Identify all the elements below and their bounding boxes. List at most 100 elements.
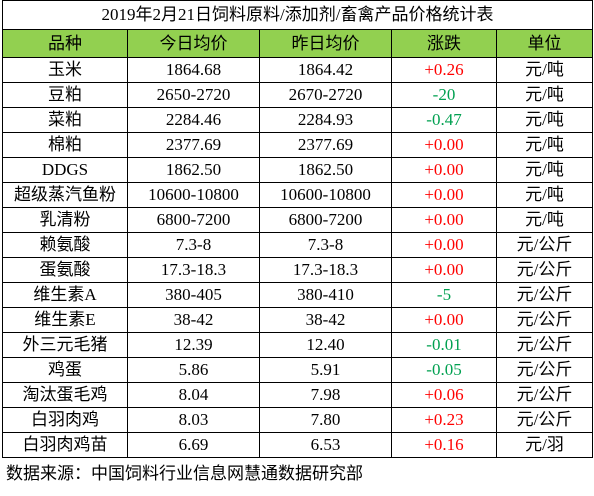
cell: 7.3-8 bbox=[127, 232, 260, 258]
cell: DDGS bbox=[2, 157, 128, 183]
cell: 1864.68 bbox=[127, 57, 260, 83]
cell: 鸡蛋 bbox=[2, 357, 128, 383]
data-row: 乳清粉 6800-7200 6800-7200 +0.00 元/吨 bbox=[2, 207, 594, 233]
cell: 5.91 bbox=[259, 357, 392, 383]
data-row: 白羽肉鸡苗 6.69 6.53 +0.16 元/羽 bbox=[2, 432, 594, 458]
cell: 7.98 bbox=[259, 382, 392, 408]
cell: 豆粕 bbox=[2, 82, 128, 108]
cell: +0.06 bbox=[391, 382, 497, 408]
cell: 10600-10800 bbox=[127, 182, 260, 208]
cell: 元/公斤 bbox=[495, 382, 594, 408]
cell: 12.40 bbox=[259, 332, 392, 358]
cell: 6.69 bbox=[127, 432, 260, 458]
cell: 8.04 bbox=[127, 382, 260, 408]
cell: +0.00 bbox=[391, 132, 497, 158]
cell: 元/吨 bbox=[495, 182, 594, 208]
data-row: 菜粕 2284.46 2284.93 -0.47 元/吨 bbox=[2, 107, 594, 133]
cell: 菜粕 bbox=[2, 107, 128, 133]
data-row: 鸡蛋 5.86 5.91 -0.05 元/公斤 bbox=[2, 357, 594, 383]
cell: 元/吨 bbox=[495, 207, 594, 233]
cell: 维生素A bbox=[2, 282, 128, 308]
data-row: 玉米 1864.68 1864.42 +0.26 元/吨 bbox=[2, 57, 594, 83]
cell: 38-42 bbox=[259, 307, 392, 333]
cell: 维生素E bbox=[2, 307, 128, 333]
cell: 8.03 bbox=[127, 407, 260, 433]
cell: 2284.93 bbox=[259, 107, 392, 133]
cell: 元/吨 bbox=[495, 57, 594, 83]
cell: 2670-2720 bbox=[259, 82, 392, 108]
table-body: 2019年2月21日饲料原料/添加剂/畜禽产品价格统计表 品种 今日均价 昨日均价涨… bbox=[1, 0, 594, 458]
cell: +0.00 bbox=[391, 257, 497, 283]
header-cell: 涨跌 bbox=[391, 29, 497, 58]
cell: 外三元毛猪 bbox=[2, 332, 128, 358]
cell: -0.01 bbox=[391, 332, 497, 358]
cell: 元/公斤 bbox=[495, 257, 594, 283]
source-note: 数据来源：中国饲料行业信息网慧通数据研究部 bbox=[6, 464, 363, 483]
cell: 元/公斤 bbox=[495, 332, 594, 358]
cell: 超级蒸汽鱼粉 bbox=[2, 182, 128, 208]
cell: 7.80 bbox=[259, 407, 392, 433]
cell: 白羽肉鸡 bbox=[2, 407, 128, 433]
cell: 6800-7200 bbox=[127, 207, 260, 233]
cell: 元/公斤 bbox=[495, 232, 594, 258]
cell: 1862.50 bbox=[127, 157, 260, 183]
cell: 2284.46 bbox=[127, 107, 260, 133]
cell: 380-410 bbox=[259, 282, 392, 308]
data-row: 维生素E 38-42 38-42 +0.00 元/公斤 bbox=[2, 307, 594, 333]
data-row: 超级蒸汽鱼粉 10600-10800 10600-10800 +0.00 元/吨 bbox=[2, 182, 594, 208]
data-row: 棉粕 2377.69 2377.69 +0.00 元/吨 bbox=[2, 132, 594, 158]
cell: -5 bbox=[391, 282, 497, 308]
cell: 17.3-18.3 bbox=[259, 257, 392, 283]
cell: 淘汰蛋毛鸡 bbox=[2, 382, 128, 408]
cell: 2650-2720 bbox=[127, 82, 260, 108]
cell: +0.00 bbox=[391, 207, 497, 233]
cell: +0.00 bbox=[391, 182, 497, 208]
data-row: 蛋氨酸 17.3-18.3 17.3-18.3 +0.00 元/公斤 bbox=[2, 257, 594, 283]
cell: 元/公斤 bbox=[495, 407, 594, 433]
cell: +0.00 bbox=[391, 307, 497, 333]
cell: 380-405 bbox=[127, 282, 260, 308]
cell: +0.23 bbox=[391, 407, 497, 433]
cell: 棉粕 bbox=[2, 132, 128, 158]
cell: 元/吨 bbox=[495, 107, 594, 133]
cell: 1862.50 bbox=[259, 157, 392, 183]
cell: -0.05 bbox=[391, 357, 497, 383]
data-row: 赖氨酸 7.3-8 7.3-8 +0.00 元/公斤 bbox=[2, 232, 594, 258]
cell: 蛋氨酸 bbox=[2, 257, 128, 283]
cell: 2377.69 bbox=[259, 132, 392, 158]
cell: 元/公斤 bbox=[495, 307, 594, 333]
cell: 12.39 bbox=[127, 332, 260, 358]
cell: 元/吨 bbox=[495, 132, 594, 158]
table-title: 2019年2月21日饲料原料/添加剂/畜禽产品价格统计表 bbox=[1, 0, 594, 30]
data-row: 外三元毛猪 12.39 12.40 -0.01 元/公斤 bbox=[2, 332, 594, 358]
cell: 2377.69 bbox=[127, 132, 260, 158]
data-row: 豆粕 2650-2720 2670-2720 -20 元/吨 bbox=[2, 82, 594, 108]
cell: 10600-10800 bbox=[259, 182, 392, 208]
cell: 1864.42 bbox=[259, 57, 392, 83]
title-row: 2019年2月21日饲料原料/添加剂/畜禽产品价格统计表 bbox=[1, 0, 594, 30]
cell: -0.47 bbox=[391, 107, 497, 133]
header-row: 品种 今日均价 昨日均价 涨跌 单位 bbox=[2, 29, 594, 58]
cell: +0.00 bbox=[391, 232, 497, 258]
cell: 元/吨 bbox=[495, 157, 594, 183]
data-row: 白羽肉鸡 8.03 7.80 +0.23 元/公斤 bbox=[2, 407, 594, 433]
cell: -20 bbox=[391, 82, 497, 108]
cell: 元/羽 bbox=[495, 432, 594, 458]
price-table: 2019年2月21日饲料原料/添加剂/畜禽产品价格统计表 品种 今日均价 昨日均价涨… bbox=[1, 0, 594, 458]
cell: 7.3-8 bbox=[259, 232, 392, 258]
header-cell: 品种 bbox=[2, 29, 128, 58]
cell: +0.00 bbox=[391, 157, 497, 183]
cell: +0.26 bbox=[391, 57, 497, 83]
cell: 38-42 bbox=[127, 307, 260, 333]
data-row: 维生素A 380-405 380-410 -5 元/公斤 bbox=[2, 282, 594, 308]
cell: 5.86 bbox=[127, 357, 260, 383]
header-cell: 单位 bbox=[495, 29, 594, 58]
cell: 17.3-18.3 bbox=[127, 257, 260, 283]
data-row: DDGS 1862.50 1862.50 +0.00 元/吨 bbox=[2, 157, 594, 183]
cell: 元/公斤 bbox=[495, 282, 594, 308]
cell: 6800-7200 bbox=[259, 207, 392, 233]
cell: 元/公斤 bbox=[495, 357, 594, 383]
cell: 玉米 bbox=[2, 57, 128, 83]
cell: +0.16 bbox=[391, 432, 497, 458]
